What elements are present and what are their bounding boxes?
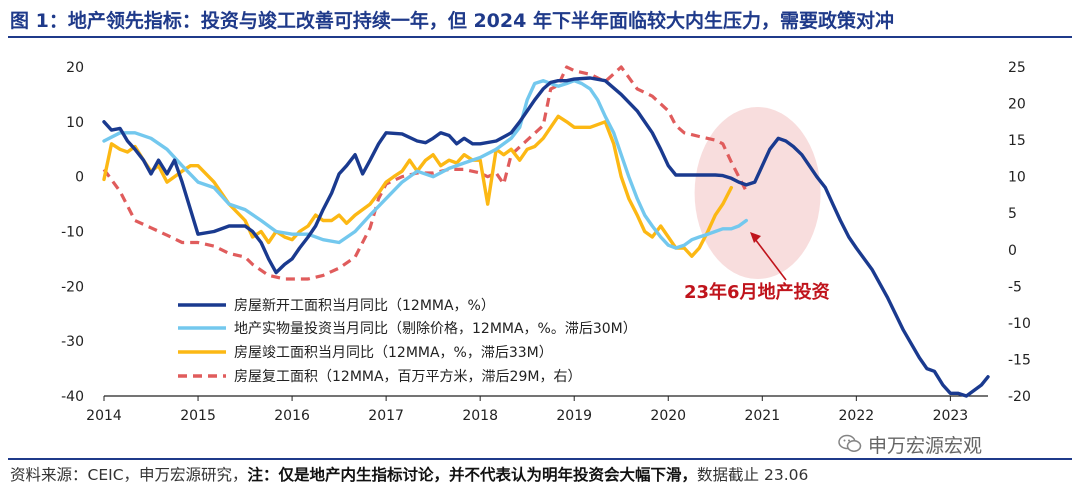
x-tick-label: 2018	[462, 408, 498, 424]
y-right-tick-label: 25	[1008, 60, 1026, 76]
note-text: 仅是地产内生指标讨论，并不代表认为明年投资会大幅下滑，	[278, 466, 698, 484]
x-tick-label: 2015	[180, 408, 216, 424]
title-divider	[8, 36, 1072, 38]
watermark-text: 申万宏源宏观	[868, 434, 983, 457]
y-right-tick-label: -10	[1008, 316, 1031, 332]
x-tick-label: 2022	[839, 408, 875, 424]
y-right-tick-label: 5	[1008, 206, 1017, 222]
annotation-text: 23年6月地产投资	[684, 281, 830, 303]
line-chart: 2014 2015 2016 2017 2018 2019 2020 2021 2022 2023…	[61, 60, 1031, 424]
series-line	[102, 65, 748, 281]
y-right-tick-label: 10	[1008, 170, 1026, 186]
y-left-tick-label: -30	[61, 334, 84, 350]
legend-label: 房屋复工面积（12MMA，百万平方米，滞后29M，右）	[234, 368, 581, 385]
y-right-tick-label: -5	[1008, 279, 1022, 295]
legend-label: 房屋新开工面积当月同比（12MMA，%）	[234, 298, 495, 314]
y-left-tick-label: 10	[66, 115, 84, 131]
annotation-arrow	[754, 238, 787, 281]
legend-label: 地产实物量投资当月同比（剔除价格，12MMA，%。滞后30M）	[234, 321, 637, 337]
annotation-arrowhead	[750, 232, 761, 243]
legend-label: 房屋竣工面积当月同比（12MMA，%，滞后33M）	[234, 345, 553, 361]
wechat-icon	[838, 434, 862, 452]
x-tick-label: 2019	[556, 408, 592, 424]
y-left-tick-label: -10	[61, 225, 84, 241]
y-right-tick-label: 15	[1008, 133, 1026, 149]
x-tick-label: 2014	[86, 408, 122, 424]
series-line	[102, 76, 990, 398]
page-title: 图 1：地产领先指标：投资与竣工改善可持续一年，但 2024 年下半年面临较大内…	[10, 10, 894, 32]
chart-series	[102, 65, 990, 398]
chart-axes: 2014 2015 2016 2017 2018 2019 2020 2021 2022 2023…	[61, 60, 1031, 424]
footer-source: 资料来源：CEIC，申万宏源研究，注：仅是地产内生指标讨论，并不代表认为明年投资…	[10, 463, 808, 485]
x-tick-label: 2023	[933, 408, 969, 424]
y-left-tick-label: 0	[75, 170, 84, 186]
y-left-tick-label: 20	[66, 60, 84, 76]
x-tick-label: 2020	[650, 408, 686, 424]
chart-legend: 房屋新开工面积当月同比（12MMA，%） 地产实物量投资当月同比（剔除价格，12M…	[178, 298, 637, 385]
footer-divider	[8, 458, 1072, 460]
y-left-tick-label: -20	[61, 279, 84, 295]
y-right-tick-label: -15	[1008, 352, 1031, 368]
data-cutoff: 数据截止 23.06	[697, 466, 809, 484]
highlight-region	[694, 107, 821, 279]
y-right-tick-label: 0	[1008, 243, 1017, 259]
x-tick-label: 2016	[274, 408, 310, 424]
x-tick-label: 2017	[368, 408, 404, 424]
x-tick-label: 2021	[744, 408, 780, 424]
y-right-tick-label: -20	[1008, 389, 1031, 405]
note-label: 注：	[247, 466, 279, 484]
series-line	[102, 114, 733, 258]
highlight-ellipse	[694, 107, 821, 279]
chart-annotation: 23年6月地产投资	[684, 232, 830, 303]
title-bar: 图 1：地产领先指标：投资与竣工改善可持续一年，但 2024 年下半年面临较大内…	[0, 0, 1080, 38]
watermark: 申万宏源宏观	[838, 430, 982, 458]
y-left-tick-label: -40	[61, 389, 84, 405]
source-prefix: 资料来源：CEIC，申万宏源研究，	[10, 466, 248, 484]
series-line	[102, 79, 748, 250]
y-right-tick-label: 20	[1008, 97, 1026, 113]
